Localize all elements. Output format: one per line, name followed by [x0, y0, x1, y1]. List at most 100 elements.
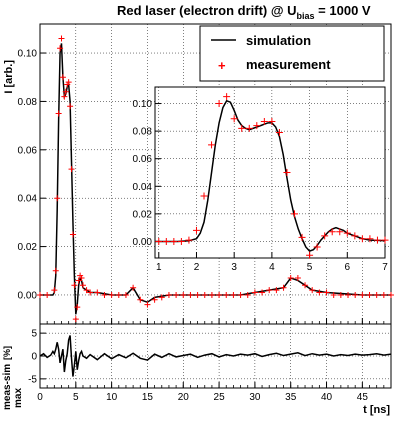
residual-ylabel-denominator: max [13, 388, 24, 408]
main-point [62, 88, 69, 95]
inset-point [313, 243, 321, 251]
inset-point [245, 124, 253, 132]
inset-point [162, 237, 170, 245]
main-point [388, 291, 394, 298]
inset-point [351, 232, 359, 240]
main-point [74, 304, 81, 311]
main-point [51, 287, 58, 294]
residual-xtick-label-7: 35 [285, 392, 297, 403]
main-point [230, 291, 237, 298]
inset-ytick-label-4: 0.08 [133, 127, 153, 138]
main-point [137, 296, 144, 303]
main-point [323, 289, 330, 296]
inset-point [185, 236, 193, 244]
inset-point [260, 117, 268, 125]
main-point [208, 291, 215, 298]
main-point [380, 291, 387, 298]
title-suffix: = 1000 V [315, 3, 371, 18]
inset-ticks: 1 2 3 4 5 6 7 0.00 0.02 0.04 0.06 0.08 0.10 [133, 99, 389, 273]
main-point [165, 291, 172, 298]
inset-point [381, 236, 389, 244]
inset-point [321, 232, 329, 240]
main-point [345, 291, 352, 298]
inset-point [192, 226, 200, 234]
inset-series [155, 93, 389, 259]
inset-ytick-label-0: 0.00 [133, 237, 153, 248]
main-point [187, 291, 194, 298]
inset-point [336, 228, 344, 236]
legend-measurement-marker: + [218, 58, 226, 73]
main-point [61, 93, 68, 100]
main-point [259, 289, 266, 296]
main-point [115, 291, 122, 298]
inset-point [223, 93, 231, 101]
main-point [201, 291, 208, 298]
main-point [366, 291, 373, 298]
main-ytick-label-2: 0.04 [18, 194, 38, 205]
inset-point [208, 141, 216, 149]
inset-series-simulation [155, 99, 386, 252]
legend-measurement-label: measurement [246, 57, 331, 72]
main-ytick-label-1: 0.02 [18, 242, 38, 253]
main-point [309, 287, 316, 294]
main-point [68, 166, 75, 173]
main-point [266, 287, 273, 294]
main-ylabel: I [arb.] [3, 60, 15, 94]
inset-grid [155, 87, 386, 258]
legend: simulation + measurement [199, 25, 385, 82]
main-point [54, 195, 61, 202]
main-point [79, 282, 86, 289]
residual-ytick-label-1: 0 [31, 352, 37, 363]
main-point [294, 275, 301, 282]
inset-xtick-label-6: 7 [382, 262, 388, 273]
main-point [173, 291, 180, 298]
main-point [316, 289, 323, 296]
main-ytick-label-3: 0.06 [18, 145, 38, 156]
main-point [52, 267, 59, 274]
main-point [101, 291, 108, 298]
main-point [373, 291, 380, 298]
main-point [59, 74, 66, 81]
inset-point [155, 237, 163, 245]
inset-ytick-label-5: 0.10 [133, 99, 153, 110]
main-point [273, 287, 280, 294]
main-point [71, 282, 78, 289]
residual-xtick-label-9: 45 [357, 392, 369, 403]
main-point [337, 291, 344, 298]
inset-point [268, 117, 276, 125]
residual-xtick-label-0: 0 [37, 392, 43, 403]
main-point [151, 296, 158, 303]
main-ytick-label-0: 0.00 [18, 290, 38, 301]
main-point [180, 291, 187, 298]
inset-point [283, 169, 291, 176]
residual-xtick-label-4: 20 [178, 392, 190, 403]
main-point [87, 289, 94, 296]
residual-ticks: 0 5 10 15 20 25 30 35 40 45-505 [28, 329, 392, 403]
residual-series [39, 335, 392, 377]
inset-xtick-label-5: 6 [345, 262, 351, 273]
main-point [287, 275, 294, 282]
inset-point [291, 210, 299, 218]
main-point [223, 291, 230, 298]
residual-series-meassim [39, 335, 392, 377]
inset-point [366, 235, 374, 243]
inset-point [275, 129, 283, 137]
inset-xtick-label-3: 4 [269, 262, 275, 273]
inset-point [328, 228, 336, 236]
main-point [330, 291, 337, 298]
inset-point [373, 236, 381, 244]
main-point [194, 291, 201, 298]
inset-series-measurement [155, 93, 389, 259]
main-point [158, 294, 165, 301]
main-point [352, 291, 359, 298]
residual-xtick-label-8: 40 [321, 392, 333, 403]
residual-xtick-label-2: 10 [106, 392, 118, 403]
residual-ytick-label-2: 5 [31, 329, 37, 340]
chart-title: Red laser (electron drift) @ Ubias = 100… [117, 3, 371, 21]
inset-point [253, 122, 261, 130]
main-series-measurement [37, 35, 394, 323]
inset-point [298, 233, 306, 241]
main-point [55, 110, 62, 117]
main-point [122, 291, 129, 298]
